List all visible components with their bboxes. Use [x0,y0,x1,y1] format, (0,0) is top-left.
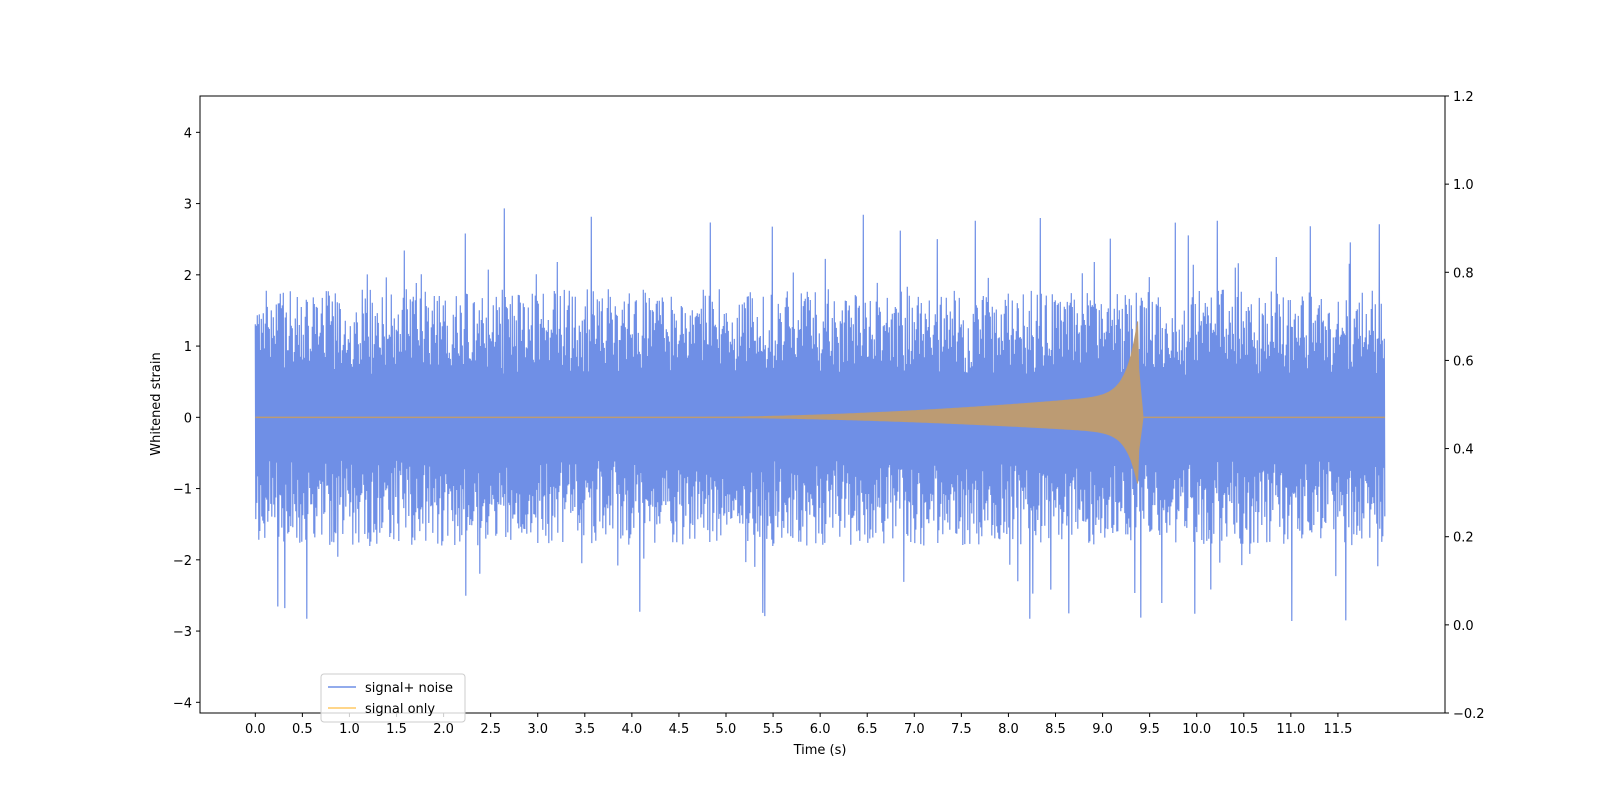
legend-label-signal-only: signal only [365,702,435,717]
x-tick-label: 10.0 [1182,722,1211,737]
y2-tick-label: 1.2 [1453,90,1474,105]
y-tick-label: −4 [173,696,192,711]
series-signal-plus-noise [254,208,1386,622]
x-tick-label: 2.5 [480,722,501,737]
x-tick-label: 0.0 [245,722,266,737]
x-tick-label: 1.0 [339,722,360,737]
x-tick-label: 11.0 [1276,722,1305,737]
y2-tick-label: 1.0 [1453,178,1474,193]
y-axis-label: Whitened strain [149,352,164,455]
legend: signal+ noise signal only [320,673,466,723]
x-tick-label: 0.5 [292,722,313,737]
y2-tick-label: 0.2 [1453,531,1474,546]
x-tick-label: 4.0 [622,722,643,737]
x-tick-label: 10.5 [1229,722,1258,737]
x-tick-label: 7.5 [951,722,972,737]
x-tick-label: 5.0 [716,722,737,737]
x-axis-ticks: 0.0 0.5 1.0 1.5 2.0 2.5 3.0 3.5 4.0 4.5 5.0 5.5 6.0 6… [245,713,1352,737]
x-tick-label: 3.0 [527,722,548,737]
signal-layer [255,321,1385,484]
y2-tick-label: −0.2 [1453,707,1485,722]
x-tick-label: 5.5 [763,722,784,737]
x-tick-label: 1.5 [386,722,407,737]
x-tick-label: 6.0 [810,722,831,737]
x-tick-label: 9.5 [1139,722,1160,737]
y2-tick-label: 0.6 [1453,354,1474,369]
y2-tick-label: 0.4 [1453,443,1474,458]
x-tick-label: 11.5 [1323,722,1352,737]
x-tick-label: 4.5 [669,722,690,737]
y-axis-ticks: 4 3 2 1 0 −1 −2 −3 −4 [173,126,200,711]
y2-tick-label: 0.0 [1453,619,1474,634]
x-axis-label: Time (s) [793,743,847,758]
y-tick-label: −3 [173,625,192,640]
x-tick-label: 8.0 [998,722,1019,737]
y-tick-label: 2 [184,269,192,284]
y-tick-label: 1 [184,340,192,355]
y-tick-label: 0 [184,411,192,426]
y2-tick-label: 0.8 [1453,266,1474,281]
x-tick-label: 9.0 [1092,722,1113,737]
y-tick-label: −2 [173,554,192,569]
x-tick-label: 6.5 [857,722,878,737]
x-tick-label: 8.5 [1045,722,1066,737]
x-tick-label: 2.0 [433,722,454,737]
y-tick-label: 3 [184,198,192,213]
y-tick-label: −1 [173,483,192,498]
legend-box [320,673,466,723]
x-tick-label: 7.0 [904,722,925,737]
y-tick-label: 4 [184,126,192,141]
legend-label-signal-plus-noise: signal+ noise [365,681,453,696]
noise-layer [254,208,1386,622]
x-tick-label: 3.5 [574,722,595,737]
y2-axis-ticks: 1.2 1.0 0.8 0.6 0.4 0.2 0.0 −0.2 [1445,90,1485,722]
plot-area [199,95,1446,714]
